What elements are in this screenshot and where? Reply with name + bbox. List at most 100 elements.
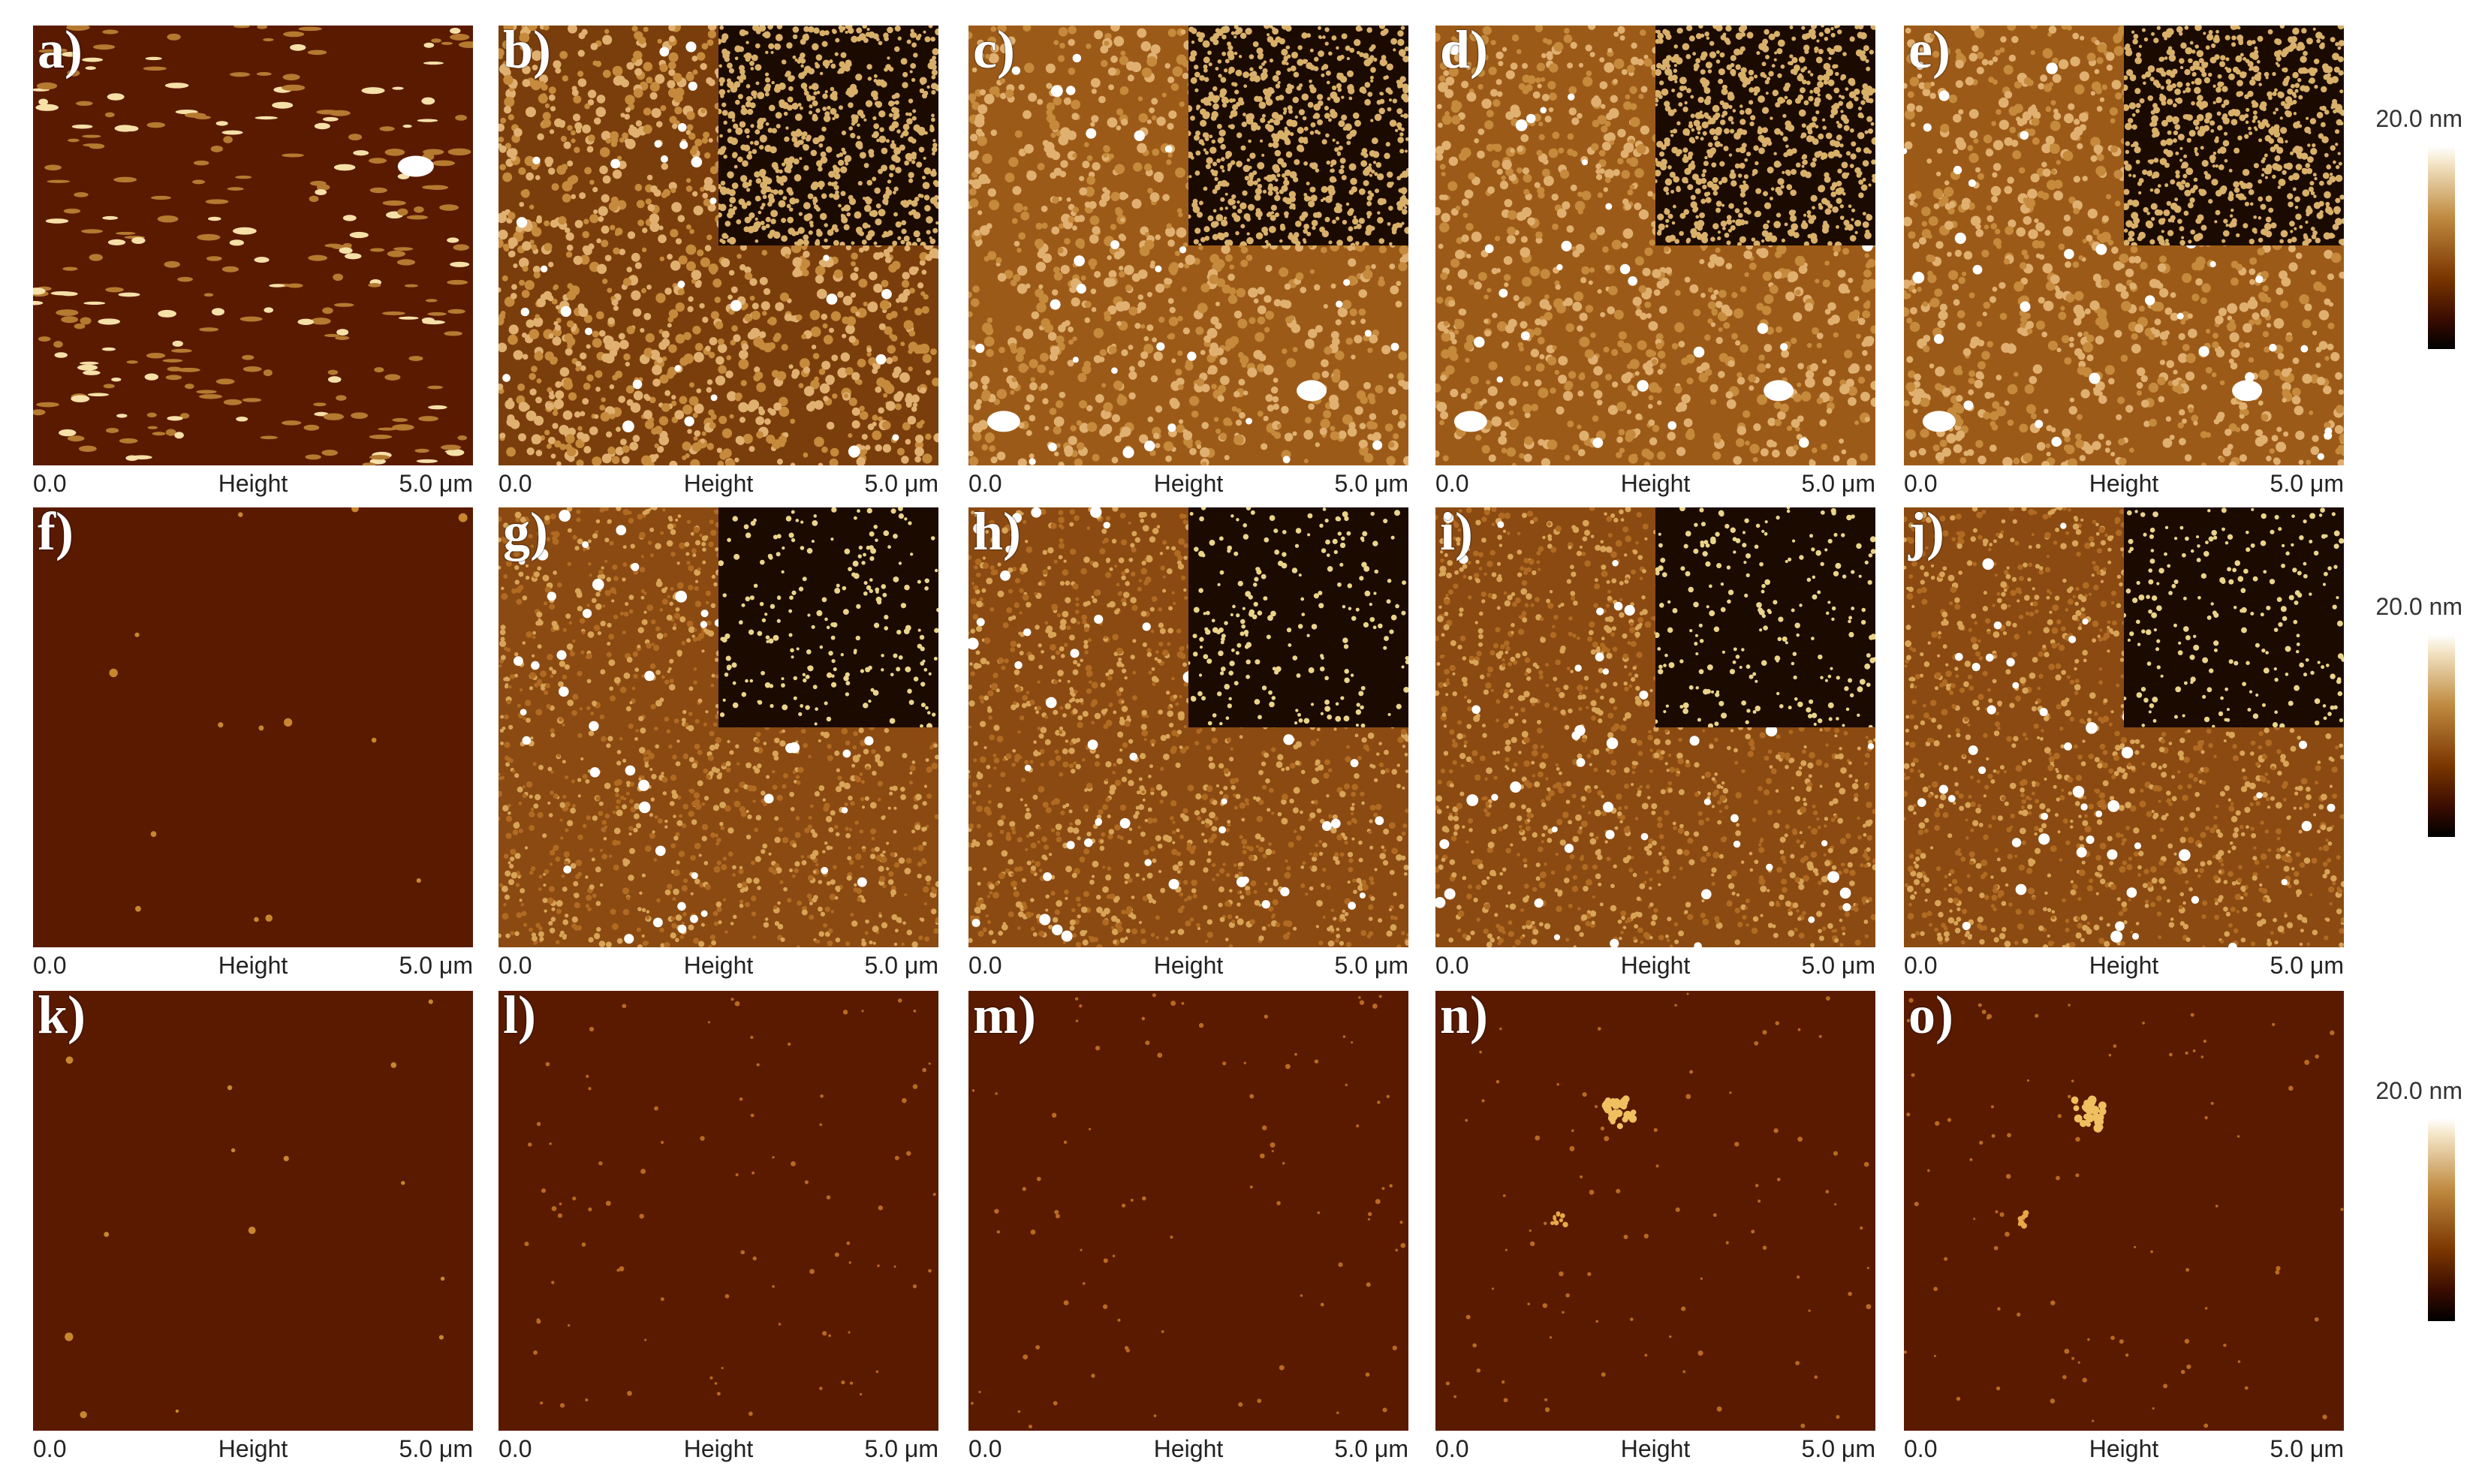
afm-inset-image	[1188, 26, 1408, 245]
afm-height-image	[33, 26, 473, 465]
axis-end: 5.0 μm	[2270, 952, 2344, 979]
axis-start: 0.0	[968, 1435, 1002, 1462]
axis-start: 0.0	[499, 952, 532, 979]
axis-start: 0.0	[1904, 952, 1938, 979]
afm-height-image	[33, 507, 473, 947]
axis-start: 0.0	[499, 470, 532, 497]
axis-channel: Height	[1620, 1435, 1691, 1462]
panel-label: k)	[38, 991, 86, 1045]
afm-height-image	[968, 991, 1408, 1431]
axis-caption: Height 0.0 5.0 μm	[1904, 1435, 2344, 1465]
axis-caption: Height 0.0 5.0 μm	[968, 952, 1408, 982]
scale-bar-gradient	[2428, 634, 2455, 837]
axis-start: 0.0	[33, 952, 67, 979]
afm-panel-e: e)	[1904, 26, 2344, 465]
panel-label: h)	[973, 507, 1022, 561]
axis-start: 0.0	[1435, 1435, 1469, 1462]
afm-panel-l: l)	[499, 991, 938, 1431]
panel-label: f)	[38, 507, 74, 561]
axis-channel: Height	[2089, 952, 2159, 979]
axis-caption: Height 0.0 5.0 μm	[33, 952, 473, 982]
afm-inset-image	[718, 507, 938, 727]
afm-panel-j: j)	[1904, 507, 2344, 947]
afm-panel-m: m)	[968, 991, 1408, 1431]
scale-bar-label: 20.0 nm	[2375, 105, 2462, 132]
axis-end: 5.0 μm	[864, 1435, 938, 1462]
panel-label: l)	[503, 991, 536, 1045]
scale-bar-label: 20.0 nm	[2375, 1077, 2462, 1104]
axis-end: 5.0 μm	[1334, 470, 1408, 497]
axis-channel: Height	[218, 952, 288, 979]
axis-caption: Height 0.0 5.0 μm	[968, 1435, 1408, 1465]
axis-caption: Height 0.0 5.0 μm	[1435, 952, 1875, 982]
axis-channel: Height	[2089, 470, 2159, 497]
axis-start: 0.0	[33, 470, 67, 497]
axis-channel: Height	[683, 952, 754, 979]
axis-start: 0.0	[1435, 470, 1469, 497]
axis-start: 0.0	[1904, 1435, 1938, 1462]
afm-height-image	[499, 991, 938, 1431]
afm-inset-image	[2124, 26, 2344, 245]
axis-start: 0.0	[968, 952, 1002, 979]
axis-caption: Height 0.0 5.0 μm	[499, 1435, 938, 1465]
afm-panel-o: o)	[1904, 991, 2344, 1431]
axis-channel: Height	[1620, 470, 1691, 497]
axis-end: 5.0 μm	[399, 470, 473, 497]
axis-channel: Height	[1153, 470, 1224, 497]
axis-channel: Height	[1620, 952, 1691, 979]
afm-panel-d: d)	[1435, 26, 1875, 465]
height-scale-bar: 20.0 nm	[2350, 593, 2462, 841]
afm-height-image	[1904, 991, 2344, 1431]
afm-panel-n: n)	[1435, 991, 1875, 1431]
afm-inset-image	[1655, 507, 1875, 727]
axis-channel: Height	[2089, 1435, 2159, 1462]
afm-inset-image	[718, 26, 938, 245]
afm-panel-f: f)	[33, 507, 473, 947]
scale-bar-label: 20.0 nm	[2375, 593, 2462, 620]
afm-panel-i: i)	[1435, 507, 1875, 947]
afm-panel-k: k)	[33, 991, 473, 1431]
axis-end: 5.0 μm	[2270, 470, 2344, 497]
panel-label: j)	[1908, 507, 1944, 561]
axis-channel: Height	[218, 470, 288, 497]
afm-panel-h: h)	[968, 507, 1408, 947]
axis-start: 0.0	[1904, 470, 1938, 497]
afm-inset-image	[2124, 507, 2344, 727]
axis-end: 5.0 μm	[399, 952, 473, 979]
scale-bar-gradient	[2428, 1118, 2455, 1321]
axis-end: 5.0 μm	[1801, 470, 1875, 497]
afm-inset-image	[1655, 26, 1875, 245]
axis-caption: Height 0.0 5.0 μm	[1435, 1435, 1875, 1465]
afm-height-image	[1435, 991, 1875, 1431]
axis-caption: Height 0.0 5.0 μm	[1904, 470, 2344, 500]
panel-label: i)	[1440, 507, 1473, 561]
afm-panel-g: g)	[499, 507, 938, 947]
axis-end: 5.0 μm	[399, 1435, 473, 1462]
afm-panel-b: b)	[499, 26, 938, 465]
axis-channel: Height	[683, 470, 754, 497]
axis-start: 0.0	[33, 1435, 67, 1462]
axis-caption: Height 0.0 5.0 μm	[968, 470, 1408, 500]
height-scale-bar: 20.0 nm	[2350, 1077, 2462, 1325]
axis-channel: Height	[218, 1435, 288, 1462]
afm-height-image	[33, 991, 473, 1431]
axis-start: 0.0	[499, 1435, 532, 1462]
panel-label: m)	[973, 991, 1036, 1045]
panel-label: o)	[1908, 991, 1953, 1045]
axis-end: 5.0 μm	[1801, 952, 1875, 979]
panel-label: e)	[1908, 26, 1950, 80]
afm-panel-a: a)	[33, 26, 473, 465]
axis-end: 5.0 μm	[864, 470, 938, 497]
panel-label: b)	[503, 26, 552, 80]
axis-caption: Height 0.0 5.0 μm	[499, 952, 938, 982]
axis-end: 5.0 μm	[1334, 1435, 1408, 1462]
axis-channel: Height	[683, 1435, 754, 1462]
axis-caption: Height 0.0 5.0 μm	[33, 1435, 473, 1465]
scale-bar-gradient	[2428, 146, 2455, 349]
height-scale-bar: 20.0 nm	[2350, 105, 2462, 353]
axis-caption: Height 0.0 5.0 μm	[1904, 952, 2344, 982]
axis-end: 5.0 μm	[2270, 1435, 2344, 1462]
axis-start: 0.0	[968, 470, 1002, 497]
axis-start: 0.0	[1435, 952, 1469, 979]
